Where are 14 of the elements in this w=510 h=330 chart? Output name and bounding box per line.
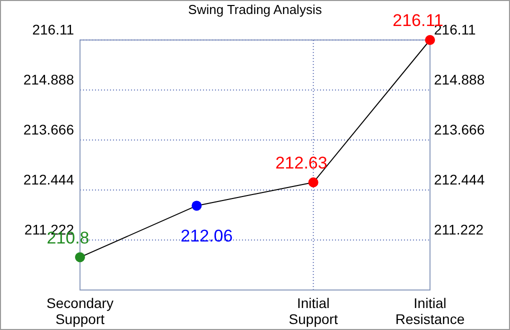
x-tick-label: Secondary Support: [46, 295, 114, 327]
y2-tick-label: 211.222: [434, 221, 484, 238]
y-tick-label: 213.666: [23, 121, 74, 138]
y-tick-label: 212.444: [23, 171, 74, 188]
y2-tick-label: 213.666: [434, 121, 485, 138]
chart-title: Swing Trading Analysis: [188, 2, 322, 17]
data-label: 212.63: [275, 153, 328, 172]
y-tick-label: 214.888: [23, 71, 74, 88]
y2-tick-label: 212.444: [434, 171, 485, 188]
x-tick-label: Initial Resistance: [395, 295, 465, 327]
y-tick-label: 216.11: [32, 21, 74, 38]
x-tick-label: Initial Support: [288, 295, 338, 327]
y2-tick-label: 214.888: [434, 71, 485, 88]
data-label: 212.06: [180, 226, 233, 246]
